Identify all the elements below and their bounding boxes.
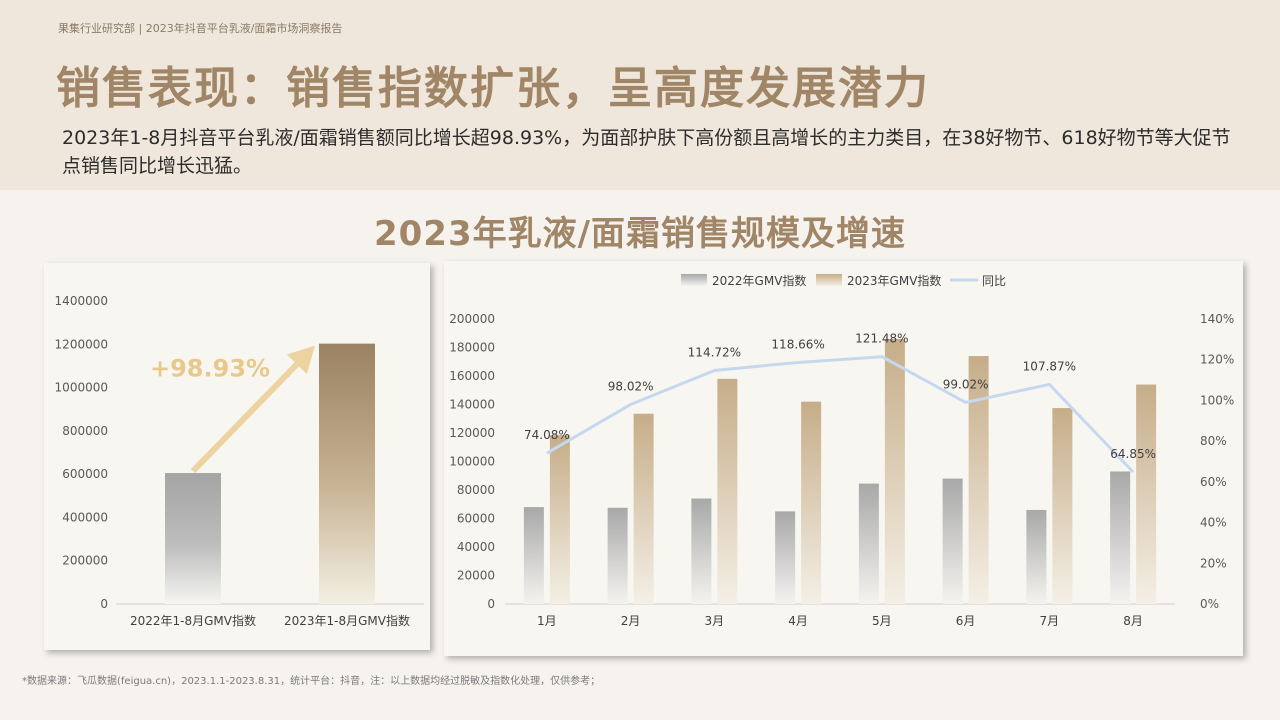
y-tick-label: 140000 bbox=[449, 398, 495, 412]
y2-tick-label: 140% bbox=[1200, 312, 1234, 326]
bar-gmv-2023 bbox=[633, 413, 654, 604]
y2-tick-label: 40% bbox=[1200, 516, 1227, 530]
y-tick-label: 100000 bbox=[449, 455, 495, 469]
y-tick-label: 200000 bbox=[449, 312, 495, 326]
monthly-gmv-chart: 0 20000 40000 60000 80000 100000 120000 140000 1… bbox=[449, 273, 1234, 628]
bar-gmv-2022 bbox=[523, 507, 544, 604]
y2-tick-label: 100% bbox=[1200, 393, 1234, 407]
x-tick-label: 2月 bbox=[621, 614, 641, 628]
bar-gmv-2022 bbox=[607, 507, 628, 604]
bar-gmv-2023 bbox=[1052, 408, 1073, 604]
growth-arrow-shaft bbox=[190, 362, 300, 474]
bar-gmv-2023 bbox=[549, 435, 570, 604]
legend-label-yoy: 同比 bbox=[982, 274, 1006, 288]
yoy-data-label: 114.72% bbox=[688, 345, 741, 359]
bar-total-gmv bbox=[319, 343, 375, 604]
y-tick-label: 0 bbox=[100, 597, 108, 611]
y-tick-label: 400000 bbox=[62, 510, 108, 524]
bar-gmv-2022 bbox=[858, 483, 879, 604]
x-tick-label: 7月 bbox=[1040, 614, 1060, 628]
growth-arrow-head bbox=[286, 345, 315, 375]
bar-gmv-2022 bbox=[691, 498, 712, 604]
legend-swatch-2022 bbox=[681, 274, 707, 286]
legend-swatch-2023 bbox=[816, 274, 842, 286]
y-tick-label: 40000 bbox=[457, 540, 495, 554]
breadcrumb: 果集行业研究部 | 2023年抖音平台乳液/面霜市场洞察报告 bbox=[58, 22, 343, 35]
legend-label-2023: 2023年GMV指数 bbox=[847, 273, 941, 288]
yoy-data-label: 64.85% bbox=[1110, 447, 1156, 461]
bar-gmv-2022 bbox=[1026, 509, 1047, 604]
y2-tick-label: 120% bbox=[1200, 353, 1234, 367]
yoy-data-label: 74.08% bbox=[524, 428, 570, 442]
y2-tick-label: 60% bbox=[1200, 475, 1227, 489]
y-tick-label: 0 bbox=[487, 597, 495, 611]
y-tick-label: 1200000 bbox=[55, 337, 108, 351]
y-tick-label: 160000 bbox=[449, 369, 495, 383]
page-title: 销售表现：销售指数扩张，呈高度发展潜力 bbox=[56, 63, 930, 114]
bar-gmv-2023 bbox=[717, 378, 738, 604]
total-gmv-chart-panel: 0 200000 400000 600000 800000 1000000 1200000 1… bbox=[44, 263, 430, 650]
monthly-gmv-chart-panel: 0 20000 40000 60000 80000 100000 120000 140000 1… bbox=[444, 261, 1243, 656]
growth-rate-label: +98.93% bbox=[150, 355, 270, 383]
bar-gmv-2023 bbox=[884, 338, 905, 604]
y2-tick-label: 0% bbox=[1200, 597, 1219, 611]
source-footnote: *数据来源：飞瓜数据(feigua.cn)，2023.1.1-2023.8.31… bbox=[22, 676, 601, 687]
y-tick-label: 120000 bbox=[449, 426, 495, 440]
y-tick-label: 1000000 bbox=[55, 381, 108, 395]
x-tick-label: 5月 bbox=[872, 614, 892, 628]
yoy-data-label: 98.02% bbox=[608, 379, 654, 393]
y-tick-label: 60000 bbox=[457, 512, 495, 526]
bar-gmv-2022 bbox=[775, 511, 796, 604]
x-tick-label: 4月 bbox=[788, 614, 808, 628]
yoy-data-label: 99.02% bbox=[943, 377, 989, 391]
yoy-data-label: 121.48% bbox=[855, 332, 908, 346]
y-tick-label: 800000 bbox=[62, 424, 108, 438]
summary-text: 2023年1-8月抖音平台乳液/面霜销售额同比增长超98.93%，为面部护肤下高… bbox=[62, 127, 1231, 177]
y2-tick-label: 20% bbox=[1200, 556, 1227, 570]
x-tick-label: 6月 bbox=[956, 614, 976, 628]
x-tick-label: 1月 bbox=[537, 614, 557, 628]
legend-label-2022: 2022年GMV指数 bbox=[712, 273, 806, 288]
bar-gmv-2022 bbox=[942, 478, 963, 604]
y-tick-label: 180000 bbox=[449, 341, 495, 355]
yoy-line bbox=[546, 355, 1135, 474]
yoy-data-label: 118.66% bbox=[771, 337, 824, 351]
bar-gmv-2023 bbox=[968, 356, 989, 604]
header-band bbox=[0, 0, 1280, 190]
x-tick-label: 3月 bbox=[705, 614, 725, 628]
x-tick-label: 8月 bbox=[1123, 614, 1143, 628]
bar-total-gmv bbox=[165, 473, 221, 604]
bar-gmv-2022 bbox=[1110, 471, 1131, 604]
y-tick-label: 80000 bbox=[457, 483, 495, 497]
y-tick-label: 600000 bbox=[62, 467, 108, 481]
chart-section-title: 2023年乳液/面霜销售规模及增速 bbox=[373, 214, 907, 254]
yoy-data-label: 107.87% bbox=[1023, 359, 1076, 373]
x-tick-label: 2023年1-8月GMV指数 bbox=[284, 613, 410, 628]
bar-gmv-2023 bbox=[801, 401, 822, 604]
x-tick-label: 2022年1-8月GMV指数 bbox=[130, 613, 256, 628]
y-tick-label: 20000 bbox=[457, 569, 495, 583]
y-tick-label: 1400000 bbox=[55, 294, 108, 308]
bar-gmv-2023 bbox=[1136, 384, 1157, 604]
total-gmv-chart: 0 200000 400000 600000 800000 1000000 1200000 1… bbox=[55, 294, 424, 628]
y2-tick-label: 80% bbox=[1200, 434, 1227, 448]
y-tick-label: 200000 bbox=[62, 554, 108, 568]
